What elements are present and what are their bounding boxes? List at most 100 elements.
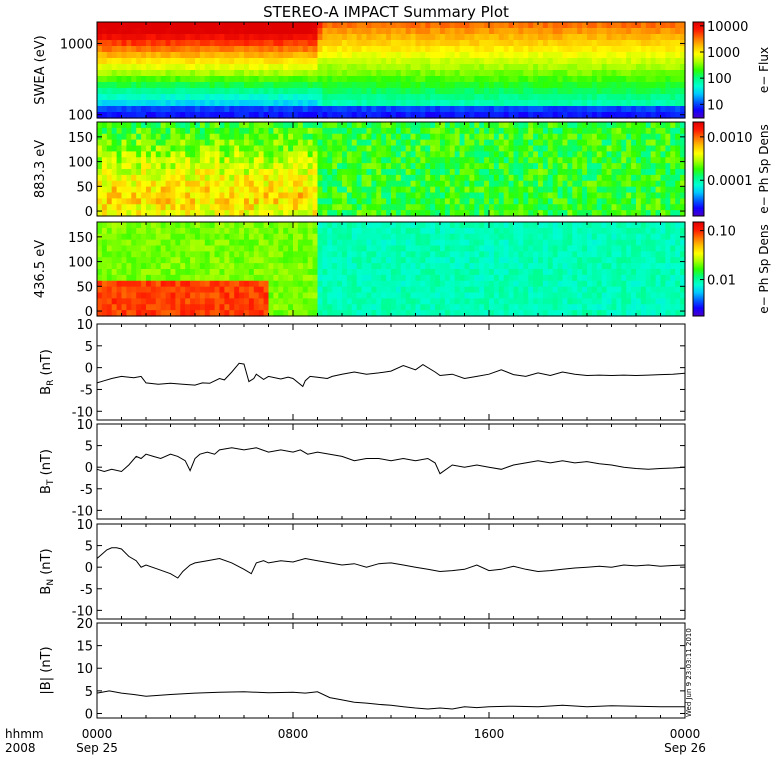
heatmap-cell (106, 239, 113, 247)
heatmap-cell (97, 145, 103, 152)
heatmap-cell (239, 122, 245, 129)
heatmap-cell (636, 40, 642, 47)
heatmap-cell (312, 280, 319, 288)
heatmap-cell (106, 222, 113, 229)
heatmap-cell (425, 163, 431, 170)
heatmap-cell (302, 210, 309, 217)
heatmap-cell (538, 186, 544, 194)
heatmap-cell (273, 274, 279, 282)
heatmap-cell (606, 192, 613, 199)
heatmap-cell (435, 106, 441, 113)
heatmap-cell (528, 106, 534, 113)
heatmap-cell (155, 251, 162, 258)
heatmap-cell (317, 122, 323, 129)
heatmap-cell (547, 46, 554, 53)
heatmap-cell (288, 274, 294, 282)
heatmap-cell (606, 198, 613, 205)
heatmap-cell (283, 257, 289, 264)
heatmap-cell (302, 169, 309, 176)
heatmap-cell (503, 28, 510, 35)
heatmap-cell (479, 40, 485, 47)
heatmap-cell (680, 151, 686, 158)
heatmap-cell (131, 151, 137, 158)
heatmap-cell (395, 127, 402, 135)
heatmap-cell (469, 64, 475, 71)
heatmap-cell (449, 122, 456, 129)
heatmap-cell (146, 304, 152, 311)
heatmap-cell (224, 251, 230, 258)
heatmap-cell (557, 88, 564, 95)
heatmap-cell (381, 251, 387, 258)
heatmap-cell (209, 133, 216, 141)
heatmap-cell (146, 239, 152, 247)
heatmap-cell (136, 274, 142, 282)
heatmap-cell (444, 34, 451, 41)
heatmap-cell (405, 34, 412, 41)
heatmap-cell (209, 239, 216, 247)
heatmap-cell (258, 245, 265, 252)
heatmap-cell (175, 286, 181, 294)
heatmap-cell (645, 58, 652, 65)
heatmap-cell (150, 46, 157, 53)
heatmap-cell (449, 133, 456, 141)
heatmap-cell (454, 64, 461, 71)
heatmap-cell (239, 40, 245, 47)
heatmap-cell (567, 34, 573, 41)
heatmap-cell (302, 46, 309, 53)
heatmap-cell (288, 70, 294, 77)
heatmap-cell (444, 133, 451, 141)
heatmap-cell (141, 64, 147, 71)
heatmap-cell (101, 204, 108, 211)
heatmap-cell (150, 174, 157, 182)
heatmap-cell (650, 145, 657, 152)
heatmap-cell (680, 70, 686, 77)
heatmap-cell (567, 28, 573, 35)
heatmap-cell (101, 198, 108, 205)
heatmap-cell (146, 180, 152, 188)
heatmap-cell (160, 186, 167, 194)
heatmap-cell (542, 204, 549, 211)
heatmap-cell (425, 40, 431, 47)
heatmap-cell (185, 180, 191, 188)
heatmap-cell (410, 192, 417, 199)
heatmap-cell (616, 122, 622, 129)
heatmap-cell (557, 127, 564, 135)
heatmap-cell (106, 157, 113, 164)
heatmap-cell (464, 34, 470, 41)
heatmap-cell (572, 64, 578, 71)
heatmap-cell (395, 186, 402, 194)
heatmap-cell (670, 174, 676, 182)
heatmap-cell (489, 180, 495, 188)
heatmap-cell (420, 210, 426, 217)
heatmap-cell (278, 157, 284, 164)
heatmap-cell (640, 52, 647, 59)
heatmap-cell (170, 198, 176, 205)
heatmap-cell (391, 76, 397, 83)
heatmap-cell (493, 151, 500, 158)
heatmap-cell (150, 58, 157, 65)
heatmap-cell (533, 28, 539, 35)
heatmap-cell (640, 94, 647, 101)
heatmap-cell (327, 174, 333, 182)
heatmap-cell (538, 122, 544, 129)
heatmap-cell (248, 100, 255, 107)
heatmap-cell (141, 192, 147, 199)
heatmap-cell (317, 245, 323, 252)
heatmap-cell (244, 192, 250, 199)
heatmap-cell (513, 204, 519, 211)
heatmap-cell (366, 151, 372, 158)
heatmap-cell (204, 251, 211, 258)
heatmap-cell (405, 94, 412, 101)
heatmap-cell (141, 46, 147, 53)
heatmap-cell (391, 192, 397, 199)
heatmap-cell (479, 169, 485, 176)
heatmap-cell (155, 82, 162, 89)
heatmap-cell (190, 227, 196, 235)
heatmap-cell (660, 28, 666, 35)
heatmap-cell (258, 94, 265, 101)
heatmap-cell (361, 163, 368, 170)
heatmap-cell (229, 46, 235, 53)
heatmap-cell (317, 263, 323, 270)
heatmap-cell (655, 204, 662, 211)
heatmap-cell (297, 70, 304, 77)
